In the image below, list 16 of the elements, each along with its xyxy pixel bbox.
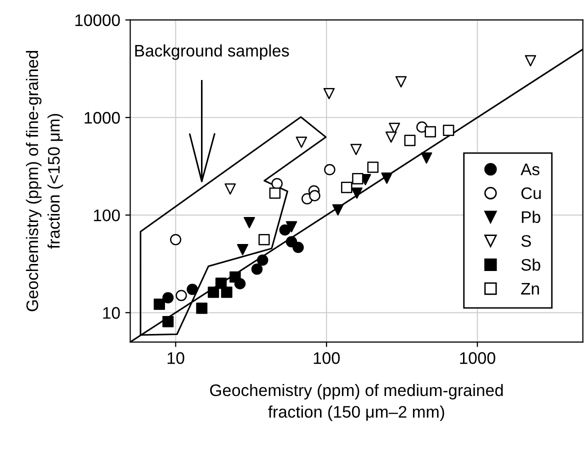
x-tick-label: 100 [314, 352, 340, 364]
y-tick-label: 100 [94, 209, 120, 222]
y-tick-label: 1000 [84, 112, 120, 124]
legend-label: Sb [521, 258, 540, 271]
y-tick-label: 10 [103, 307, 120, 319]
legend-label: Cu [521, 187, 541, 200]
annotation: Background samples [135, 44, 289, 60]
y-tick-label: 10000 [75, 14, 120, 26]
y-axis-title: Geochemistry (ppm) of fine-grained fraction (<150 μm) [26, 50, 64, 312]
x-axis-title: Geochemistry (ppm) of medium-grained fraction (150 μm–2 mm) [210, 384, 503, 422]
legend-label: Pb [522, 210, 540, 224]
x-tick-label: 1000 [460, 352, 496, 364]
legend-label: As [520, 164, 540, 176]
legend-label: S [521, 235, 531, 247]
legend-label: Zn [521, 282, 539, 294]
x-tick-label: 10 [168, 352, 184, 364]
